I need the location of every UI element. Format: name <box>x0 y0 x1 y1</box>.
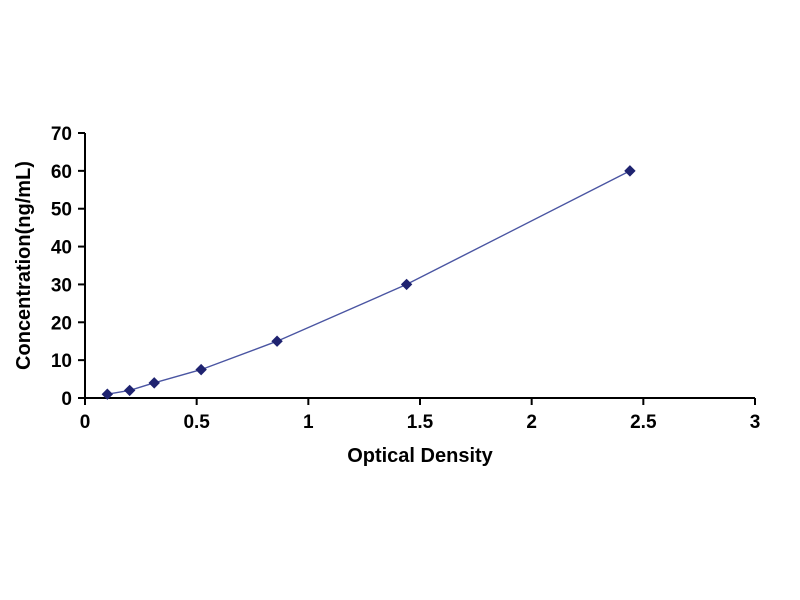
data-point-marker <box>123 384 136 397</box>
x-tick-label: 2.5 <box>630 412 657 433</box>
y-tick-label: 40 <box>51 238 72 259</box>
series-line <box>107 170 631 395</box>
y-tick-label: 10 <box>51 351 72 372</box>
x-tick-label: 2 <box>526 412 537 433</box>
x-tick-label: 1 <box>303 412 314 433</box>
x-axis-title: Optical Density <box>347 445 493 467</box>
y-axis-title: Concentration(ng/mL) <box>13 161 35 370</box>
data-point-marker <box>271 335 283 347</box>
y-tick-label: 30 <box>51 275 72 296</box>
x-tick-label: 0.5 <box>183 412 210 433</box>
y-tick-label: 0 <box>61 389 72 410</box>
x-tick-label: 0 <box>80 412 91 433</box>
data-point-marker <box>624 165 636 177</box>
y-tick-label: 60 <box>51 162 72 183</box>
y-tick-label: 70 <box>51 124 72 145</box>
x-tick-label: 3 <box>750 412 761 433</box>
y-tick-label: 20 <box>51 313 72 334</box>
y-tick-label: 50 <box>51 200 72 221</box>
data-point-marker <box>148 377 160 389</box>
x-tick-label: 1.5 <box>407 412 434 433</box>
data-point-marker <box>101 388 114 400</box>
data-point-marker <box>195 363 207 376</box>
data-point-marker <box>400 278 413 291</box>
